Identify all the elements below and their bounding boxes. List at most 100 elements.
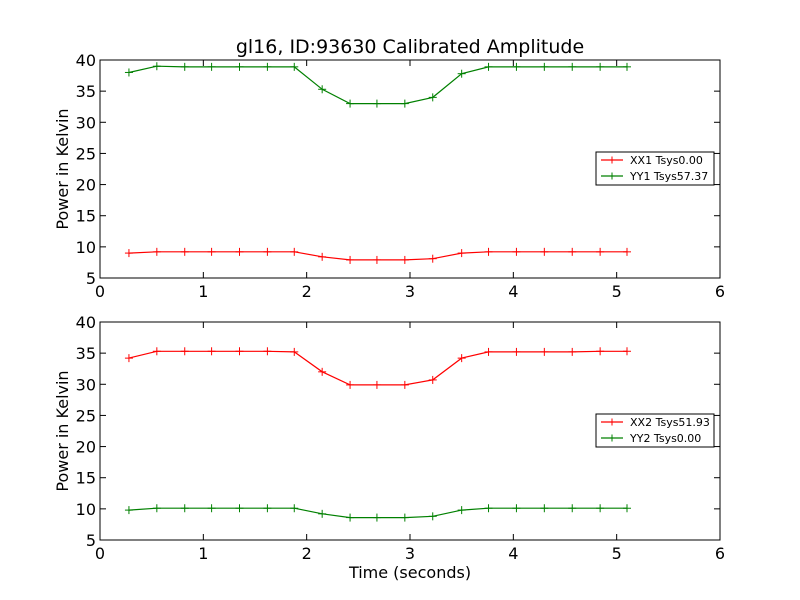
data-point	[400, 255, 409, 264]
x-tick-label: 3	[405, 282, 415, 301]
data-point	[623, 504, 631, 513]
data-point	[596, 62, 605, 71]
data-point	[428, 375, 437, 384]
data-point	[346, 255, 355, 264]
data-point	[235, 247, 244, 256]
legend-entry: XX2 Tsys51.93	[630, 416, 710, 429]
x-axis-label: Time (seconds)	[348, 563, 471, 582]
y-tick-label: 5	[86, 531, 96, 550]
data-point	[290, 62, 299, 71]
data-point	[457, 69, 466, 78]
data-point	[568, 347, 577, 356]
data-point	[290, 347, 299, 356]
data-point	[428, 93, 437, 102]
data-point	[207, 62, 216, 71]
x-tick-label: 5	[612, 282, 622, 301]
data-point	[318, 367, 327, 376]
data-point	[263, 347, 272, 356]
data-point	[428, 512, 437, 521]
x-tick-label: 1	[198, 282, 208, 301]
data-point	[623, 247, 631, 256]
data-point	[290, 247, 299, 256]
data-point	[124, 354, 133, 363]
data-point	[152, 347, 161, 356]
data-point	[596, 247, 605, 256]
data-point	[346, 99, 355, 108]
data-point	[568, 247, 577, 256]
data-point	[180, 247, 189, 256]
y-tick-label: 40	[76, 51, 96, 70]
legend: XX1 Tsys0.00 YY1 Tsys57.37	[595, 151, 715, 186]
legend-box	[595, 151, 715, 186]
data-point	[512, 62, 521, 71]
data-point	[512, 504, 521, 513]
y-tick-label: 15	[76, 469, 96, 488]
data-point	[318, 85, 327, 94]
data-point	[235, 347, 244, 356]
x-tick-label: 0	[95, 282, 105, 301]
subplot-1: 0 1 2 3 4 5 6 5 10 15 20 25 30 35 40 Power in Kelvin gl1…	[53, 36, 725, 301]
x-tick-label: 4	[508, 282, 518, 301]
data-point	[400, 513, 409, 522]
data-point	[372, 513, 381, 522]
data-point	[568, 62, 577, 71]
y-tick-label: 20	[76, 176, 96, 195]
data-point	[540, 347, 549, 356]
y-axis-label: Power in Kelvin	[53, 108, 72, 229]
y-tick-label: 25	[76, 406, 96, 425]
data-point	[512, 247, 521, 256]
y-tick-label: 30	[76, 113, 96, 132]
y-tick-label: 30	[76, 375, 96, 394]
x-tick-label: 6	[715, 282, 725, 301]
data-point	[124, 68, 133, 77]
y-tick-label: 40	[76, 313, 96, 332]
x-tick-label: 6	[715, 544, 725, 563]
data-point	[263, 62, 272, 71]
data-point	[372, 380, 381, 389]
y-axis-label: Power in Kelvin	[53, 370, 72, 491]
legend-box	[595, 413, 715, 448]
data-point	[623, 62, 631, 71]
y-tick-label: 20	[76, 438, 96, 457]
data-point	[484, 504, 493, 513]
data-point	[318, 509, 327, 518]
data-point	[180, 504, 189, 513]
x-tick-label: 1	[198, 544, 208, 563]
y-tick-label: 10	[76, 500, 96, 519]
data-point	[540, 504, 549, 513]
data-point	[152, 62, 161, 71]
data-point	[484, 62, 493, 71]
data-point	[457, 506, 466, 515]
data-point	[372, 255, 381, 264]
x-tick-label: 2	[302, 282, 312, 301]
legend-entry: YY1 Tsys57.37	[629, 170, 708, 183]
data-point	[318, 252, 327, 261]
data-point	[484, 347, 493, 356]
data-point	[400, 380, 409, 389]
data-point	[372, 99, 381, 108]
y-tick-label: 25	[76, 144, 96, 163]
data-point	[568, 504, 577, 513]
x-tick-label: 0	[95, 544, 105, 563]
data-point	[596, 347, 605, 356]
chart-title: gl16, ID:93630 Calibrated Amplitude	[236, 36, 584, 58]
data-point	[512, 347, 521, 356]
data-point	[263, 504, 272, 513]
data-point	[207, 247, 216, 256]
data-point	[400, 99, 409, 108]
data-point	[235, 62, 244, 71]
y-tick-label: 35	[76, 344, 96, 363]
legend-entry: XX1 Tsys0.00	[630, 154, 703, 167]
data-point	[152, 247, 161, 256]
data-point	[457, 354, 466, 363]
data-point	[596, 504, 605, 513]
data-point	[180, 62, 189, 71]
data-point	[124, 249, 133, 258]
data-point	[623, 347, 631, 356]
data-point	[180, 347, 189, 356]
data-point	[540, 62, 549, 71]
x-tick-label: 2	[302, 544, 312, 563]
subplot-2: 0 1 2 3 4 5 6 5 10 15 20 25 30 35 40 Power in Kelvin Tim…	[53, 313, 725, 582]
data-point	[207, 347, 216, 356]
x-tick-label: 3	[405, 544, 415, 563]
